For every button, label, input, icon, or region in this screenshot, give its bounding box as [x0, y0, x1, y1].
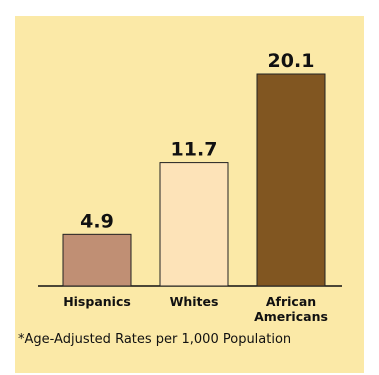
bar-0	[62, 233, 132, 287]
category-label-1: Whites	[170, 294, 219, 309]
data-label-0: 4.9	[80, 210, 114, 232]
category-label-2-line-0: African	[266, 294, 316, 309]
bar-1	[159, 162, 229, 287]
category-label-0: Hispanics	[63, 294, 131, 309]
category-label-2-line-1: Americans	[254, 309, 328, 324]
footnote: *Age-Adjusted Rates per 1,000 Population	[18, 332, 292, 347]
bar-2	[256, 73, 326, 287]
data-label-1: 11.7	[171, 139, 218, 161]
data-label-2: 20.1	[268, 50, 315, 72]
